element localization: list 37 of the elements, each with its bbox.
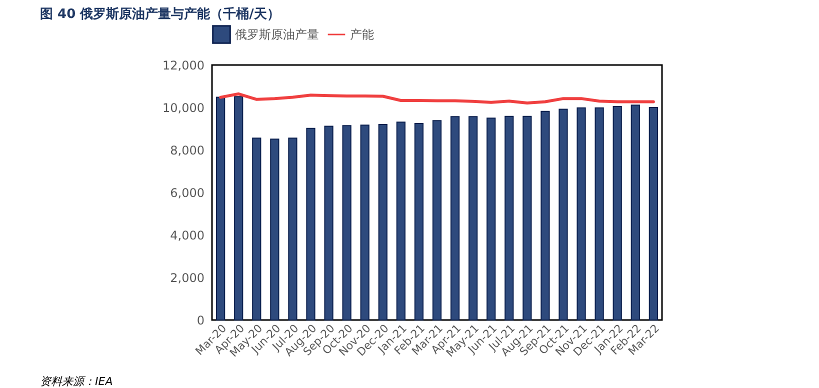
bar <box>576 107 586 320</box>
y-tick-label: 8,000 <box>170 144 204 158</box>
bar <box>540 110 550 320</box>
bar <box>270 138 280 320</box>
bar <box>522 116 532 320</box>
line-series <box>219 92 655 105</box>
bar <box>252 138 262 320</box>
bar <box>324 126 334 320</box>
legend-label: 俄罗斯原油产量 <box>235 28 319 42</box>
y-tick-label: 4,000 <box>170 228 204 242</box>
bar <box>594 107 604 320</box>
bar <box>378 124 388 320</box>
bar <box>612 106 622 320</box>
bar <box>468 116 478 320</box>
bar <box>450 116 460 320</box>
bar <box>630 104 640 320</box>
bar <box>414 122 424 320</box>
bar <box>288 138 298 320</box>
bar <box>234 96 244 320</box>
y-tick-label: 2,000 <box>170 271 204 285</box>
bar <box>432 120 442 320</box>
y-tick-label: 10,000 <box>162 101 204 115</box>
bar <box>306 128 316 320</box>
chart-title: 图 40 俄罗斯原油产量与产能（千桶/天） <box>40 6 280 22</box>
legend-label: 产能 <box>350 28 374 42</box>
y-tick-label: 0 <box>196 314 204 328</box>
bar <box>216 96 226 320</box>
bar <box>360 124 370 320</box>
bar <box>342 125 352 320</box>
bar <box>558 108 568 320</box>
bar <box>504 116 514 320</box>
bar <box>648 107 658 320</box>
bar <box>396 122 406 320</box>
bar <box>486 118 496 320</box>
y-tick-label: 6,000 <box>170 186 204 200</box>
y-tick-label: 12,000 <box>162 58 204 72</box>
text: 资料来源：IEA <box>40 375 113 388</box>
